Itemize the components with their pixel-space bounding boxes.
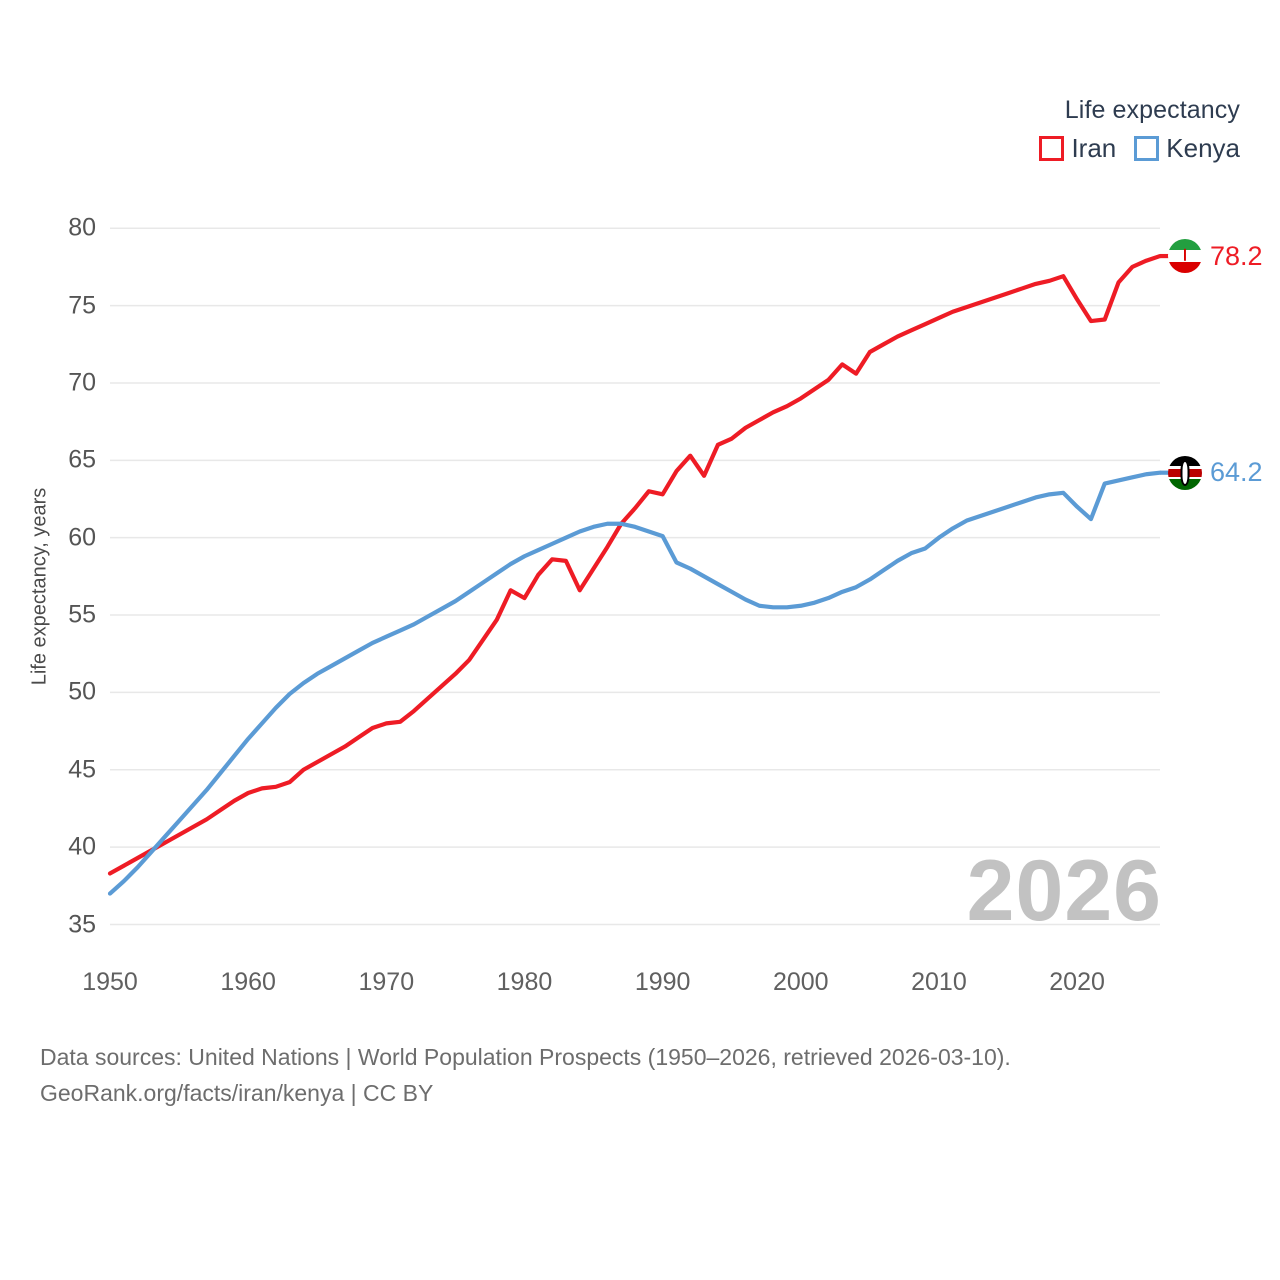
x-tick-label: 1960 — [220, 968, 276, 996]
y-tick-label: 60 — [68, 523, 96, 552]
x-tick-label: 1990 — [634, 968, 691, 996]
iran-flag-icon: ا — [1168, 239, 1202, 274]
chart-legend: Life expectancy Iran Kenya — [1039, 98, 1240, 161]
legend-label-kenya: Kenya — [1166, 133, 1240, 163]
kenya-flag-icon — [1168, 455, 1202, 490]
x-tick-label: 1980 — [496, 968, 553, 996]
y-tick-label: 50 — [68, 677, 96, 706]
legend-swatch-kenya — [1134, 135, 1160, 161]
footer-sources: Data sources: United Nations | World Pop… — [40, 1040, 1011, 1111]
y-tick-label: 80 — [68, 213, 96, 242]
x-tick-label: 1950 — [82, 968, 138, 996]
year-watermark: 2026 — [966, 843, 1162, 939]
legend-label-iran: Iran — [1071, 133, 1117, 163]
y-tick-label: 35 — [68, 910, 96, 939]
y-axis-title: Life expectancy, years — [28, 487, 51, 686]
y-tick-label: 70 — [68, 368, 96, 397]
x-tick-label: 2000 — [772, 968, 829, 996]
y-tick-label: 40 — [68, 832, 96, 861]
y-tick-label: 65 — [68, 445, 96, 474]
y-tick-label: 45 — [68, 755, 96, 784]
y-tick-label: 55 — [68, 600, 96, 629]
legend-swatch-iran — [1039, 135, 1065, 161]
x-tick-label: 1970 — [358, 968, 415, 996]
endpoint-kenya: 64.2 — [1168, 455, 1263, 490]
footer-line-1: Data sources: United Nations | World Pop… — [40, 1044, 1011, 1070]
endpoint-value-kenya: 64.2 — [1210, 457, 1263, 488]
series-line-iran — [107, 253, 1163, 876]
endpoint-value-iran: 78.2 — [1210, 240, 1263, 271]
legend-item-kenya[interactable]: Kenya — [1134, 135, 1240, 161]
endpoint-iran: ا 78.2 — [1168, 239, 1263, 274]
y-tick-label: 75 — [68, 291, 96, 320]
x-tick-label: 2010 — [911, 968, 967, 996]
legend-items: Iran Kenya — [1039, 135, 1240, 161]
x-tick-label: 2020 — [1049, 968, 1105, 996]
footer-line-2: GeoRank.org/facts/iran/kenya | CC BY — [40, 1079, 434, 1106]
legend-title: Life expectancy — [1064, 96, 1240, 124]
series-line-kenya — [107, 470, 1163, 896]
legend-item-iran[interactable]: Iran — [1039, 135, 1116, 161]
